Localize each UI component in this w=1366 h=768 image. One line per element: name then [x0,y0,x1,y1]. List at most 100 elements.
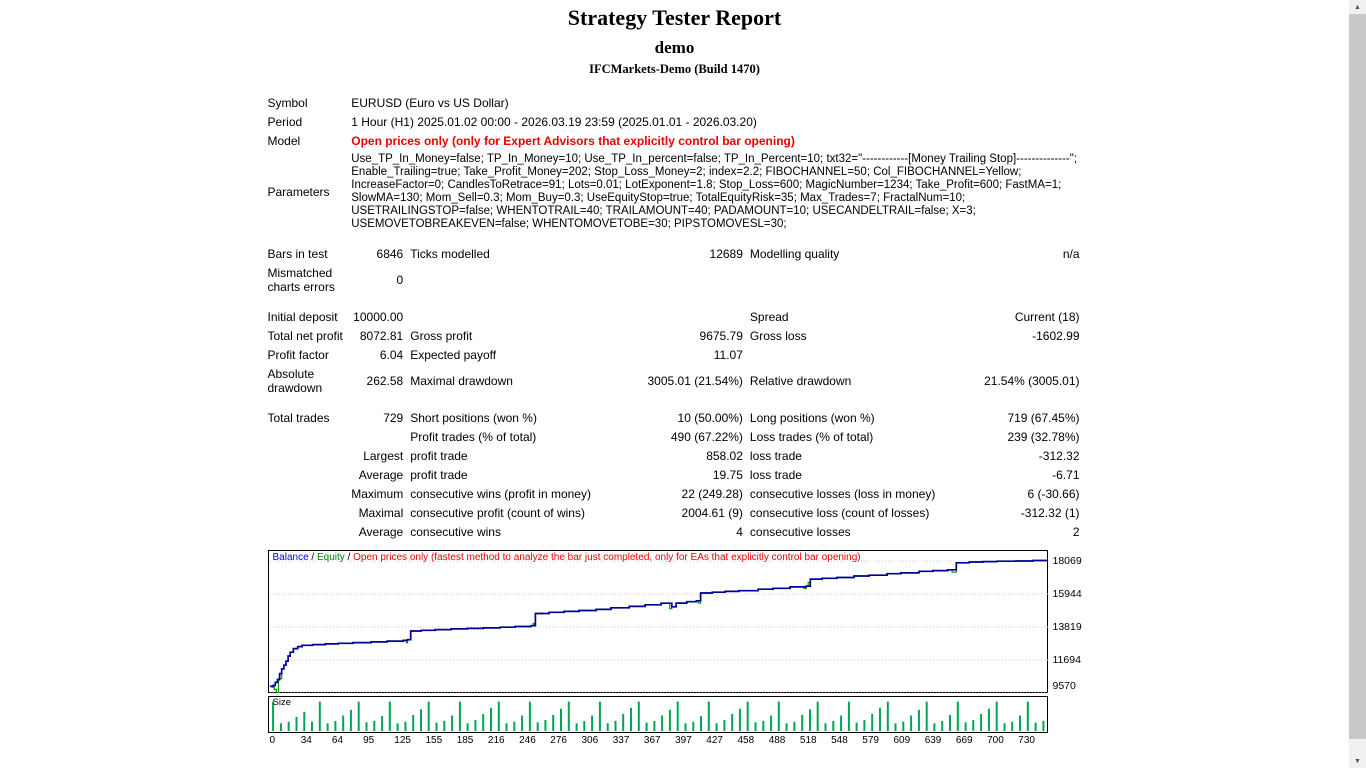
maximal-consecutive-loss-value: -312.32 (1) [1020,506,1080,520]
size-axis-title: Size [272,697,291,708]
y-axis-labels: 18069 15944 13819 11694 9570 [1053,550,1089,693]
max-consecutive-losses-label: consecutive losses (loss in money) [749,487,936,501]
total-trades-value: 729 [383,411,404,425]
avg-consecutive-losses-label: consecutive losses [749,525,851,539]
row-symbol: Symbol EURUSD (Euro vs US Dollar) [265,94,1083,112]
avg-consecutive-wins-label: consecutive wins [410,525,501,539]
loss-trades-label: Loss trades (% of total) [749,430,874,444]
legend-balance-label: Balance [272,552,309,563]
scrollbar-thumb[interactable] [1349,14,1366,739]
ticks-modelled-value: 12689 [709,247,743,261]
row-period: Period 1 Hour (H1) 2025.01.02 00:00 - 20… [265,113,1083,131]
max-consecutive-wins-label: consecutive wins (profit in money) [410,487,591,501]
symbol-value: EURUSD (Euro vs US Dollar) [351,96,509,110]
long-positions-label: Long positions (won %) [749,411,875,425]
vertical-scrollbar[interactable]: ▲ ▼ [1349,0,1366,768]
x-axis-tick-label: 609 [893,735,911,746]
absolute-drawdown-label: Absolute drawdown [267,367,323,395]
chart-legend: Balance / Equity / Open prices only (fas… [273,552,861,564]
modelling-quality-label: Modelling quality [749,247,840,261]
max-consecutive-losses-value: 6 (-30.66) [1027,487,1080,501]
y-axis-tick-label: 9570 [1052,680,1076,692]
maximal-consecutive-profit-label: consecutive profit (count of wins) [410,506,585,520]
maximal-label: Maximal [358,506,404,520]
row-deposit: Initial deposit 10000.00 Spread Current … [265,308,1083,326]
balance-equity-chart: Balance / Equity / Open prices only (fas… [267,550,1048,693]
largest-profit-trade-value: 858.02 [706,449,743,463]
profit-trades-label: Profit trades (% of total) [410,430,537,444]
row-mismatched: Mismatched charts errors 0 [265,264,1083,296]
arrow-up-icon: ▲ [1354,3,1361,11]
empty-cell [407,308,640,326]
charts-section: Balance / Equity / Open prices only (fas… [267,550,1089,747]
row-largest: Largest profit trade 858.02 loss trade -… [265,447,1083,465]
page-title: Strategy Tester Report [567,5,782,30]
empty-cell [348,428,406,446]
x-axis-tick-label: 95 [363,735,375,746]
row-model: Model Open prices only (only for Expert … [265,132,1083,150]
size-chart: Size [267,696,1048,733]
empty-cell [407,264,640,296]
spacer-row [265,398,1083,408]
period-value: 1 Hour (H1) 2025.01.02 00:00 - 2026.03.1… [351,115,757,129]
max-consecutive-wins-value: 22 (249.28) [681,487,743,501]
x-axis-tick-label: 185 [456,735,474,746]
loss-trades-value: 239 (32.78%) [1007,430,1080,444]
avg-consecutive-label: Average [358,525,404,539]
scroll-down-button[interactable]: ▼ [1349,754,1366,768]
legend-note: Open prices only (fastest method to anal… [353,552,861,563]
y-axis-tick-label: 11694 [1052,654,1081,666]
x-axis-tick-label: 276 [550,735,567,746]
legend-separator: / [344,552,354,563]
bars-in-test-value: 6846 [376,247,404,261]
x-axis-tick-label: 337 [612,735,630,746]
relative-drawdown-label: Relative drawdown [749,374,852,388]
x-axis-tick-label: 246 [519,735,536,746]
x-axis-tick-label: 700 [987,735,1004,746]
largest-loss-trade-value: -312.32 [1038,449,1080,463]
initial-deposit-label: Initial deposit [267,310,338,324]
legend-separator: / [308,552,317,563]
spacer-row [265,234,1083,244]
mismatched-value: 0 [396,273,404,287]
initial-deposit-value: 10000.00 [353,310,404,324]
relative-drawdown-value: 21.54% (3005.01) [984,374,1080,388]
parameters-value: Use_TP_In_Money=false; TP_In_Money=10; U… [351,153,1078,230]
average-loss-trade-value: -6.71 [1052,468,1080,482]
empty-cell [641,264,746,296]
x-axis-tick-label: 0 [269,735,276,746]
empty-cell [265,428,348,446]
largest-label: Largest [363,449,404,463]
profit-factor-value: 6.04 [379,348,404,362]
spread-label: Spread [749,310,789,324]
avg-consecutive-losses-value: 2 [1072,525,1080,539]
x-axis-tick-label: 518 [799,735,817,746]
average-label: Average [358,468,404,482]
gross-loss-label: Gross loss [749,329,807,343]
gross-profit-value: 9675.79 [699,329,743,343]
row-drawdown: Absolute drawdown 262.58 Maximal drawdow… [265,365,1083,397]
maximal-drawdown-label: Maximal drawdown [410,374,513,388]
row-maximum-consecutive: Maximum consecutive wins (profit in mone… [265,485,1083,503]
report-table: Symbol EURUSD (Euro vs US Dollar) Period… [264,93,1084,542]
y-axis-tick-label: 13819 [1052,621,1082,633]
mismatched-label: Mismatched charts errors [267,266,335,294]
maximal-drawdown-value: 3005.01 (21.54%) [647,374,743,388]
model-label: Model [267,134,301,148]
row-profit-factor: Profit factor 6.04 Expected payoff 11.07 [265,346,1083,364]
expected-payoff-value: 11.07 [713,348,743,362]
empty-cell [641,308,746,326]
average-profit-trade-value: 19.75 [712,468,743,482]
x-axis-tick-label: 427 [706,735,723,746]
bars-in-test-label: Bars in test [267,247,328,261]
x-axis-tick-label: 306 [581,735,599,746]
gross-loss-value: -1602.99 [1032,329,1080,343]
x-axis-labels: 0 34 64 95 125 155 185 216 246 276 306 337 367 397 427… [268,735,1048,747]
row-average-trade: Average profit trade 19.75 loss trade -6… [265,466,1083,484]
expert-name: demo [654,38,695,57]
arrow-down-icon: ▼ [1354,757,1361,765]
maximum-label: Maximum [351,487,404,501]
scroll-up-button[interactable]: ▲ [1349,0,1366,14]
row-parameters: Parameters Use_TP_In_Money=false; TP_In_… [265,151,1083,233]
spacer-cell [265,297,1083,307]
